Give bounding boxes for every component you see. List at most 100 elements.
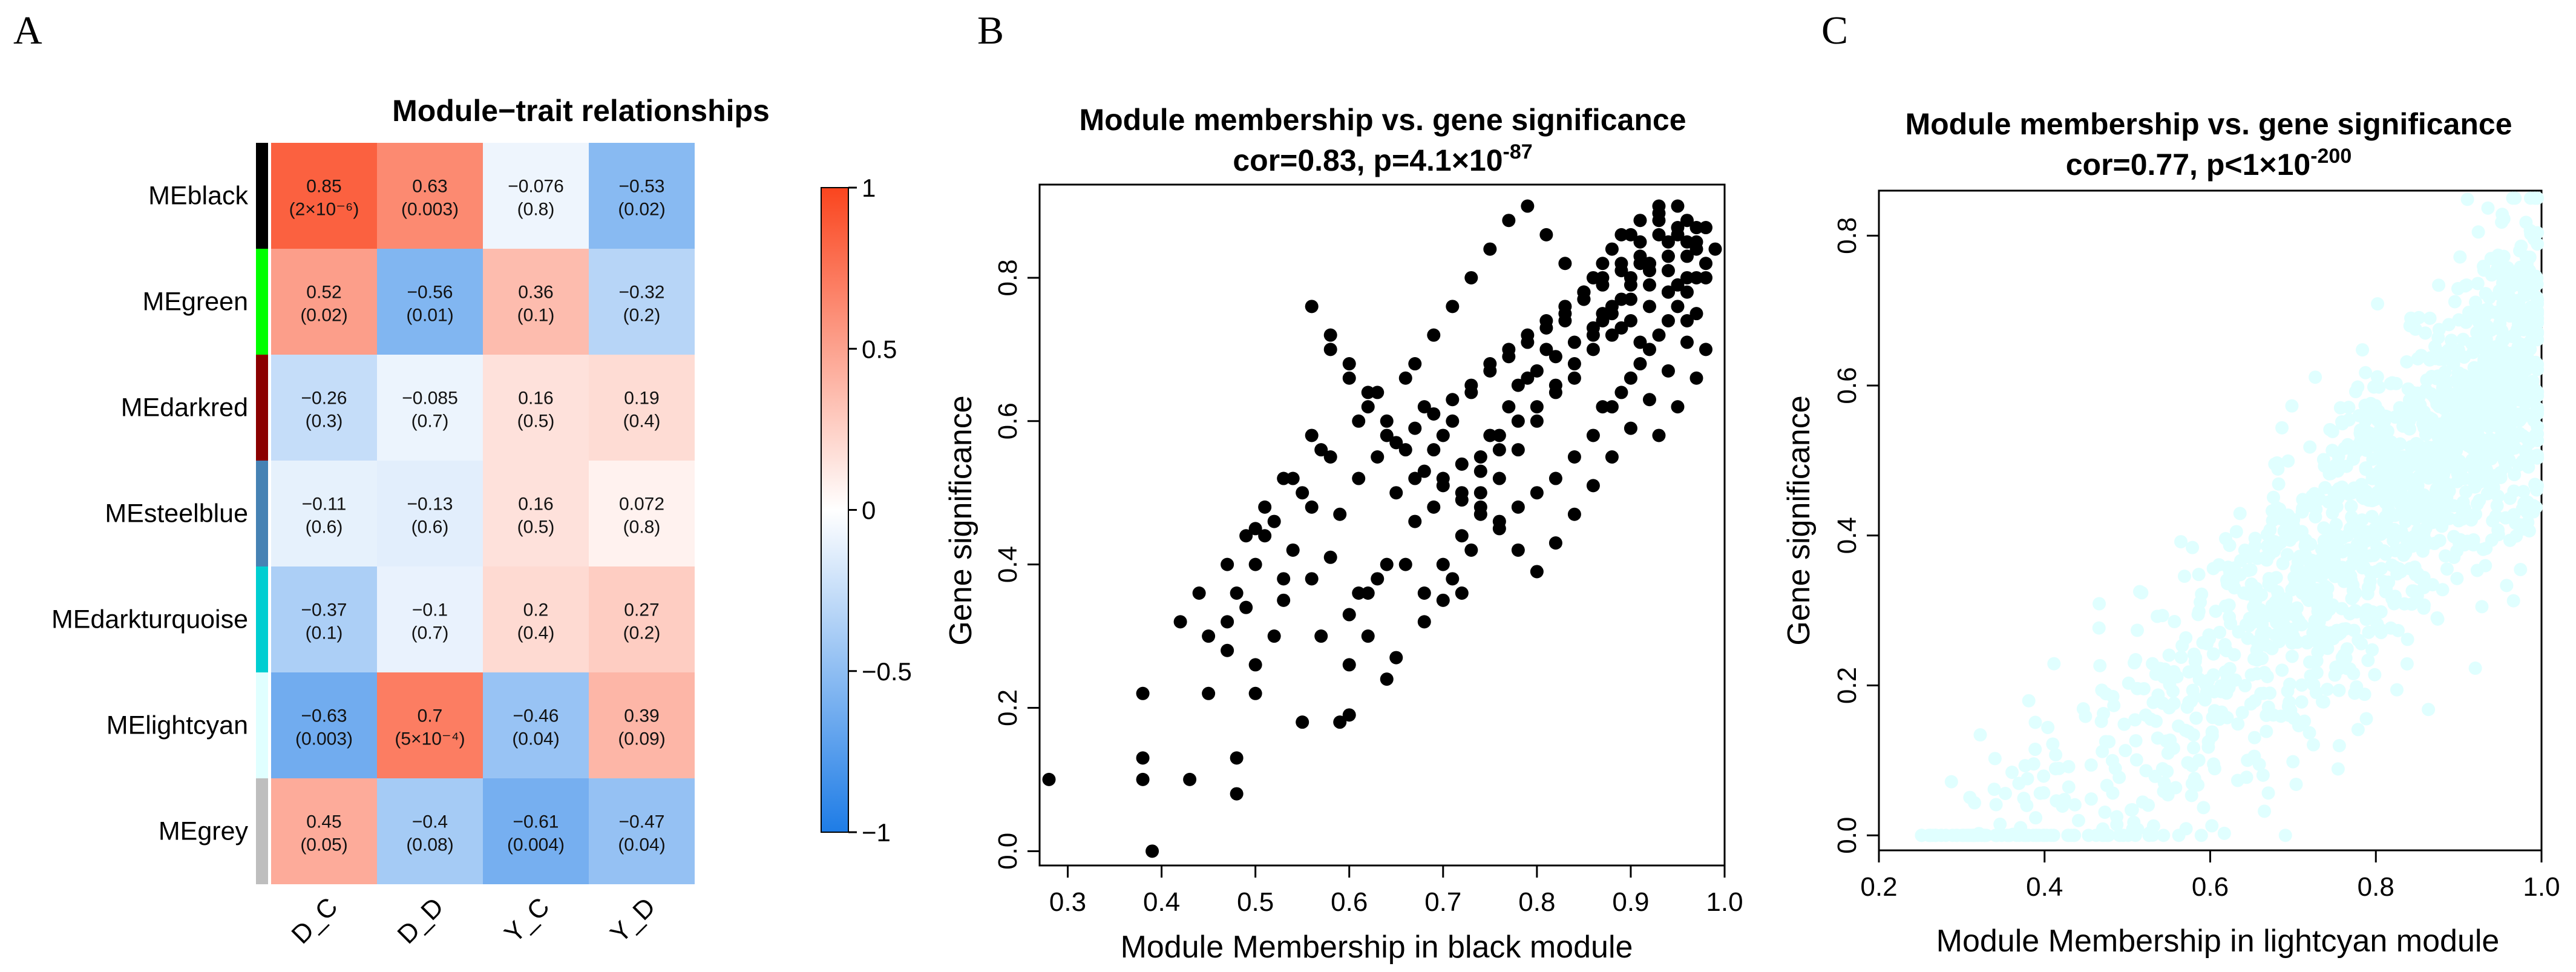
scatter-b-point bbox=[1680, 285, 1694, 299]
scatter-b-point bbox=[1417, 615, 1431, 629]
scatter-b-point bbox=[1398, 371, 1412, 385]
scatter-c-point bbox=[2260, 708, 2273, 722]
scatter-b-point bbox=[1596, 278, 1610, 292]
scatter-c-point bbox=[2017, 792, 2031, 806]
scatter-b-point bbox=[1549, 536, 1562, 550]
scatter-b-point bbox=[1586, 343, 1600, 356]
scatter-c-point bbox=[2317, 521, 2331, 535]
scatter-c-point bbox=[2416, 461, 2430, 475]
heatmap-cell-value: 0.27 bbox=[624, 600, 659, 620]
scatter-c-point bbox=[2417, 598, 2431, 612]
scatter-b-xlabel: Module Membership in black module bbox=[1121, 930, 1633, 965]
heatmap-cell-value: −0.1 bbox=[412, 600, 448, 620]
scatter-b-point bbox=[1511, 500, 1525, 514]
scatter-c-point bbox=[2444, 333, 2458, 347]
scatter-c-point bbox=[2491, 420, 2505, 434]
scatter-b-point bbox=[1323, 328, 1337, 342]
scatter-c-point bbox=[2350, 537, 2364, 551]
scatter-c-point bbox=[2382, 575, 2396, 589]
scatter-c-point bbox=[2405, 403, 2419, 417]
scatter-b-point bbox=[1464, 378, 1478, 392]
scatter-c-point bbox=[2406, 479, 2420, 493]
scatter-c-point bbox=[2197, 801, 2211, 815]
scatter-c-point bbox=[2388, 410, 2402, 424]
scatter-c-point bbox=[2391, 527, 2405, 540]
scatter-c-point bbox=[2239, 617, 2253, 631]
heatmap-cell-pvalue: (0.004) bbox=[507, 835, 565, 855]
scatter-c-point bbox=[2485, 404, 2499, 418]
heatmap-cell bbox=[271, 566, 377, 672]
scatter-c-point bbox=[2455, 461, 2469, 475]
scatter-b-point bbox=[1230, 787, 1244, 801]
scatter-c-point bbox=[2037, 769, 2051, 783]
scatter-c-point bbox=[2316, 549, 2330, 563]
scatter-b-point bbox=[1521, 371, 1535, 385]
scatter-c-point bbox=[2131, 681, 2145, 695]
scatter-c-title: Module membership vs. gene significance bbox=[1905, 107, 2512, 141]
scatter-b-point bbox=[1267, 629, 1281, 643]
scatter-c-point bbox=[2260, 528, 2274, 542]
scatter-c-point bbox=[2531, 479, 2545, 493]
scatter-c-point bbox=[2219, 532, 2233, 546]
scatter-c-point bbox=[2207, 762, 2221, 776]
scatter-c-point bbox=[2500, 579, 2514, 593]
scatter-c-point bbox=[2507, 508, 2521, 522]
scatter-c-point bbox=[2309, 370, 2322, 384]
scatter-b-point bbox=[1446, 572, 1460, 586]
scatter-b-point bbox=[1633, 335, 1647, 349]
scatter-c-point bbox=[1977, 829, 1991, 842]
scatter-b-point bbox=[1596, 257, 1610, 271]
scatter-c-point bbox=[2311, 645, 2325, 659]
scatter-c-point bbox=[2492, 267, 2506, 281]
scatter-c-point bbox=[2275, 663, 2289, 677]
scatter-c-point bbox=[2128, 829, 2142, 842]
scatter-c-point bbox=[2486, 393, 2500, 407]
scatter-c-point bbox=[2497, 454, 2511, 468]
scatter-b-subtitle: cor=0.83, p=4.1×10-87 bbox=[1233, 140, 1532, 177]
scatter-c-point bbox=[2390, 683, 2404, 697]
scatter-b-point bbox=[1642, 264, 1656, 278]
scatter-c-point bbox=[2128, 713, 2142, 727]
scatter-c-point bbox=[2400, 355, 2414, 369]
scatter-c-point bbox=[2453, 427, 2466, 441]
scatter-c-point bbox=[2517, 522, 2531, 536]
scatter-b-point bbox=[1342, 608, 1356, 622]
scatter-c-point bbox=[2098, 806, 2112, 819]
colorbar-tick-label: 0.5 bbox=[862, 335, 897, 363]
scatter-b-point bbox=[1277, 471, 1291, 485]
heatmap-cell-pvalue: (0.7) bbox=[411, 623, 449, 643]
scatter-c-point bbox=[2481, 302, 2495, 316]
heatmap-cell-value: −0.61 bbox=[513, 812, 559, 832]
scatter-c-xtick-label: 1.0 bbox=[2523, 872, 2560, 902]
scatter-b-point bbox=[1436, 429, 1450, 442]
scatter-b-point bbox=[1221, 615, 1234, 629]
scatter-b-point bbox=[1446, 414, 1460, 428]
scatter-b-point bbox=[1549, 350, 1562, 364]
scatter-c-point bbox=[2479, 287, 2492, 301]
scatter-c-point bbox=[2330, 500, 2344, 514]
heatmap-colorbar: 1 0.5 0 −0.5 −1 bbox=[821, 174, 912, 847]
scatter-b-xtick-label: 1.0 bbox=[1706, 887, 1743, 917]
scatter-c-point bbox=[2325, 444, 2339, 458]
scatter-c-point bbox=[2432, 323, 2446, 337]
scatter-c-point bbox=[2192, 568, 2206, 582]
heatmap-cell-pvalue: (0.8) bbox=[517, 200, 555, 220]
scatter-c-point bbox=[2474, 457, 2488, 471]
scatter-c-point bbox=[2218, 643, 2232, 657]
scatter-b-point bbox=[1521, 335, 1535, 349]
scatter-c-point bbox=[1944, 775, 1958, 789]
scatter-c-point bbox=[2393, 437, 2407, 451]
scatter-c-point bbox=[2255, 588, 2269, 602]
scatter-b-point bbox=[1380, 557, 1394, 571]
scatter-c-point bbox=[2385, 558, 2399, 572]
scatter-c-point bbox=[2459, 485, 2473, 499]
scatter-c-point bbox=[2531, 403, 2545, 417]
heatmap-cell-value: 0.072 bbox=[619, 494, 664, 514]
scatter-b-point bbox=[1624, 421, 1637, 435]
heatmap-cell bbox=[589, 461, 695, 566]
scatter-c-point bbox=[2353, 426, 2367, 440]
scatter-c-point bbox=[2460, 278, 2474, 292]
scatter-c-point bbox=[2471, 225, 2485, 239]
colorbar-tick-label: 0 bbox=[862, 496, 876, 525]
scatter-b-point bbox=[1371, 572, 1385, 586]
